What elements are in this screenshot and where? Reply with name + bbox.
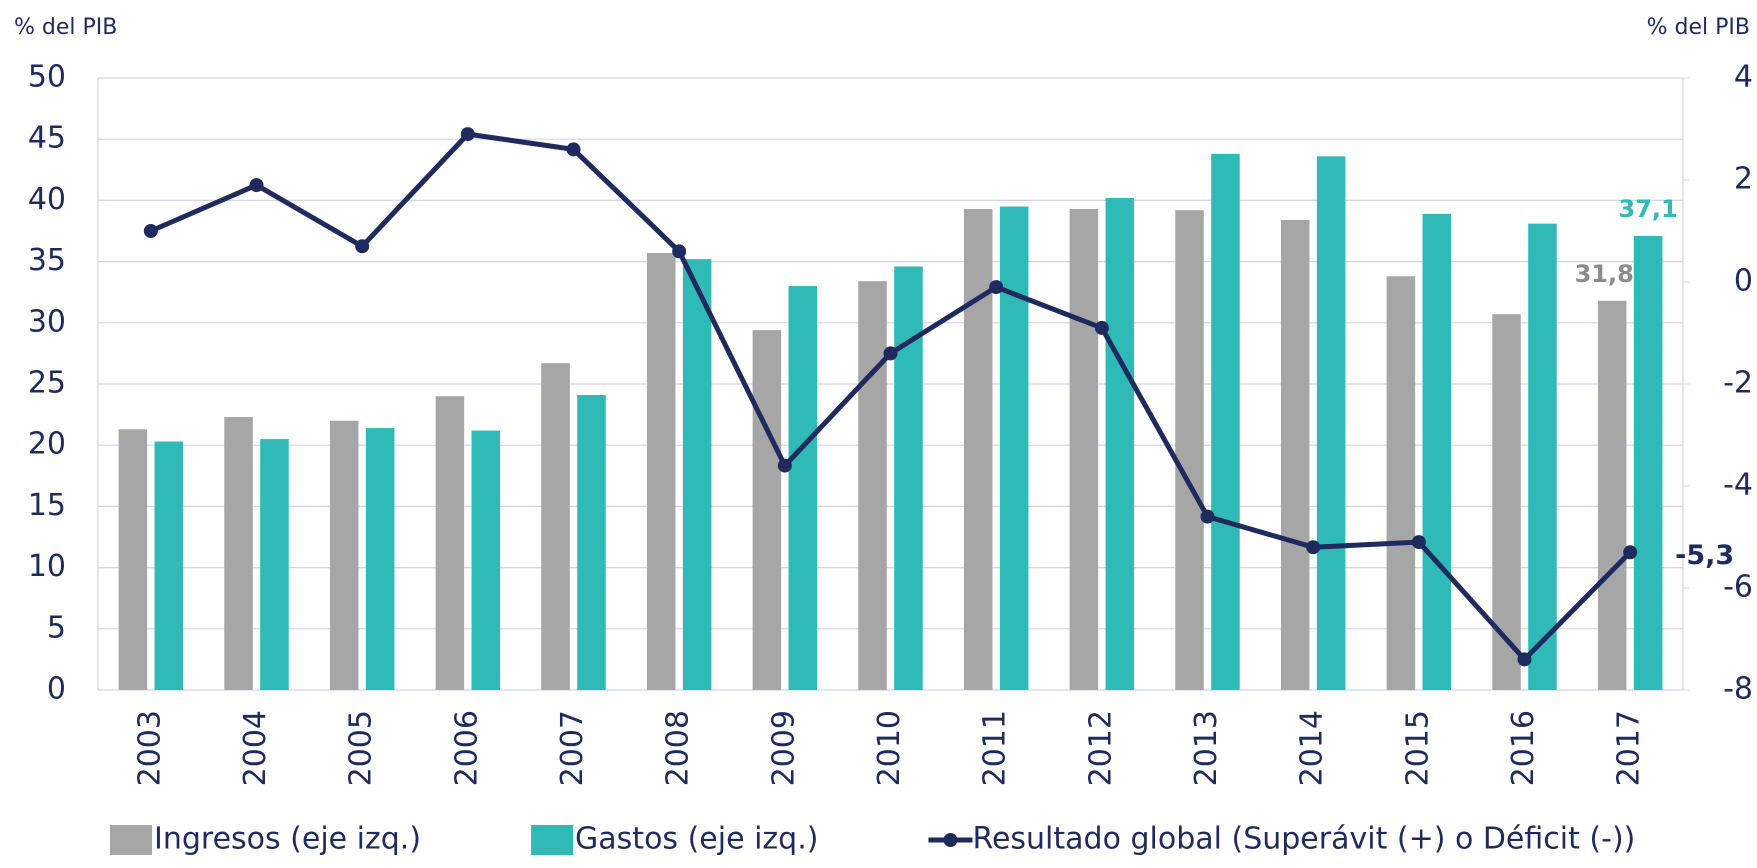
x-tick-label: 2015: [1400, 710, 1435, 786]
value-label: 31,8: [1575, 260, 1634, 288]
bar: [1386, 276, 1416, 690]
line-marker: [1623, 545, 1638, 560]
x-tick-label: 2007: [555, 710, 590, 786]
bar: [1633, 235, 1663, 690]
bar: [894, 266, 923, 690]
bar: [154, 441, 184, 690]
x-tick-label: 2009: [766, 710, 801, 786]
x-tick-label: 2016: [1506, 710, 1541, 786]
value-label: -5,3: [1675, 540, 1734, 571]
legend-swatch: [110, 825, 152, 855]
line-marker: [1306, 540, 1321, 555]
bar: [788, 286, 818, 690]
x-tick-label: 2010: [872, 710, 907, 786]
legend-swatch: [531, 825, 574, 855]
y-tick-label: 25: [28, 366, 66, 401]
x-tick-label: 2005: [344, 710, 379, 786]
x-tick-label: 2004: [238, 710, 273, 786]
y2-tick-label: 2: [1734, 162, 1753, 197]
bar: [999, 206, 1029, 690]
x-tick-label: 2012: [1083, 710, 1118, 786]
legend-label: Ingresos (eje izq.): [154, 822, 421, 857]
line-marker: [1200, 509, 1215, 524]
y2-tick-label: -2: [1723, 366, 1753, 401]
x-tick-label: 2008: [661, 710, 696, 786]
bar: [1492, 314, 1521, 690]
bar: [752, 330, 782, 690]
line-marker: [777, 458, 792, 473]
x-tick-label: 2014: [1295, 710, 1330, 786]
x-tick-label: 2006: [449, 710, 484, 786]
line-marker: [672, 244, 687, 259]
bar: [1528, 223, 1557, 690]
bar: [1422, 213, 1452, 690]
line-marker: [460, 127, 475, 142]
y-tick-label: 15: [28, 488, 66, 523]
bar: [1069, 208, 1099, 690]
bar: [365, 428, 395, 690]
y-tick-label: 35: [28, 243, 66, 278]
bar: [1280, 219, 1310, 690]
y2-axis-title: % del PIB: [1647, 15, 1750, 40]
bar: [260, 439, 289, 690]
bar: [1211, 153, 1240, 690]
bar: [118, 429, 148, 690]
y2-tick-label: -6: [1723, 570, 1753, 605]
line-marker: [249, 178, 264, 193]
line-marker: [1094, 320, 1109, 335]
y2-tick-label: -8: [1723, 672, 1753, 707]
value-label: 37,1: [1619, 195, 1678, 223]
legend-label: Gastos (eje izq.): [575, 822, 818, 857]
bar: [1105, 197, 1135, 690]
line-marker: [355, 239, 370, 254]
bar: [541, 363, 570, 690]
y-tick-label: 30: [28, 304, 66, 339]
y-tick-label: 0: [47, 672, 66, 707]
x-tick-label: 2013: [1189, 710, 1224, 786]
bar: [682, 259, 712, 690]
bar: [1175, 210, 1204, 690]
bar: [1597, 300, 1627, 690]
y-tick-label: 40: [28, 182, 66, 217]
x-tick-label: 2017: [1612, 710, 1647, 786]
bar: [435, 396, 465, 690]
x-tick-label: 2011: [978, 710, 1013, 786]
y2-tick-label: 0: [1734, 264, 1753, 299]
line-marker: [566, 142, 581, 157]
bar: [577, 395, 606, 690]
y-tick-label: 50: [28, 60, 66, 95]
bar: [646, 253, 676, 691]
bar: [224, 417, 253, 690]
bar: [471, 430, 501, 690]
y2-tick-label: -4: [1723, 468, 1753, 503]
y2-tick-label: 4: [1734, 60, 1753, 95]
bar: [329, 420, 359, 690]
y-tick-label: 5: [47, 610, 66, 645]
line-marker: [1411, 535, 1426, 550]
bar: [963, 208, 993, 690]
y-tick-label: 10: [28, 549, 66, 584]
y-axis-title: % del PIB: [14, 15, 117, 40]
bar: [1316, 156, 1346, 690]
y-tick-label: 20: [28, 427, 66, 462]
line-marker: [143, 224, 158, 238]
y-tick-label: 45: [28, 121, 66, 156]
line-marker: [883, 346, 898, 361]
legend-label: Resultado global (Superávit (+) o Défici…: [972, 822, 1635, 857]
bar: [858, 281, 887, 690]
x-tick-label: 2003: [132, 710, 167, 786]
legend-swatch: [943, 833, 958, 847]
line-marker: [1517, 652, 1532, 667]
line-marker: [989, 280, 1004, 295]
